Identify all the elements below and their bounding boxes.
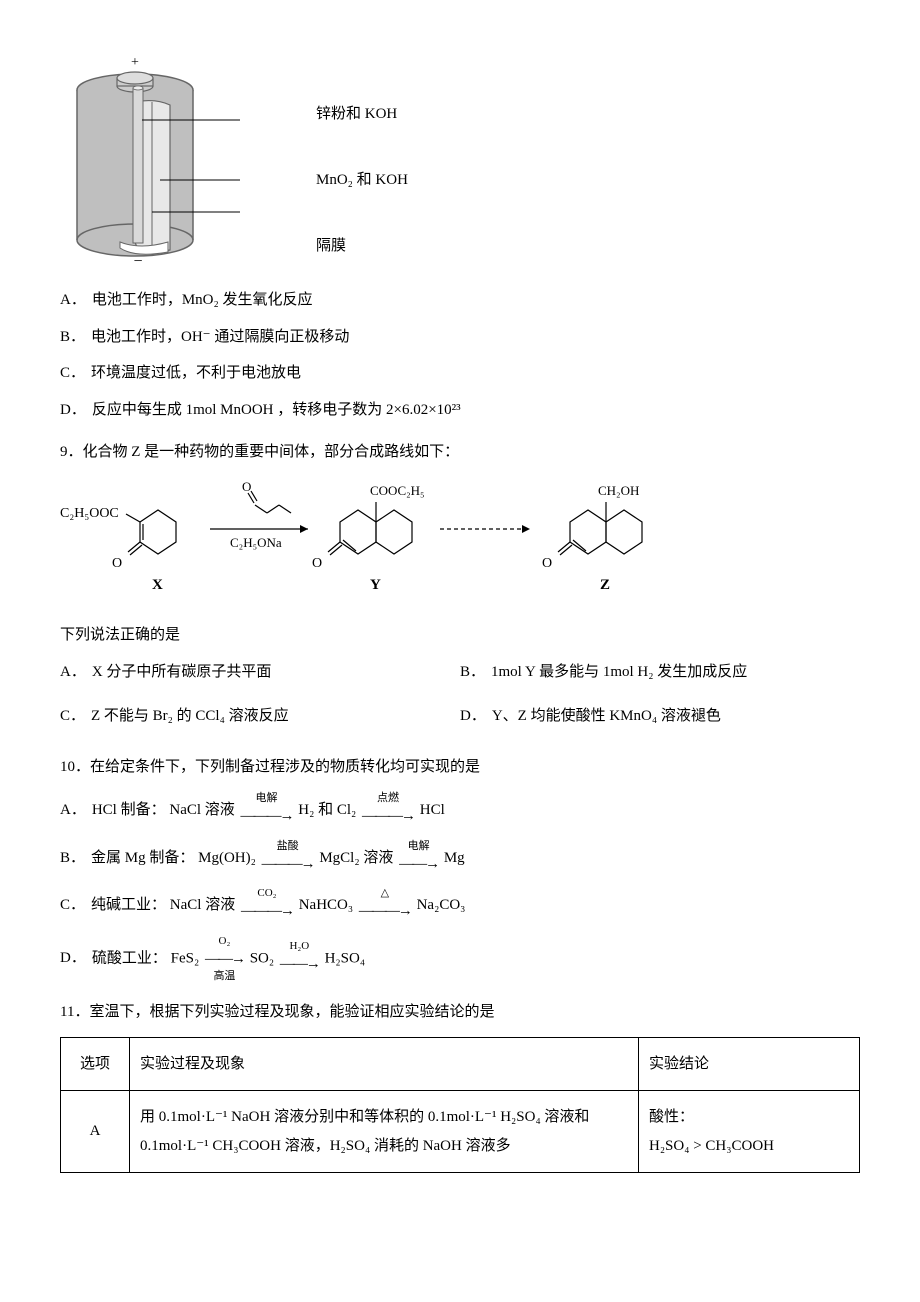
battery-label-3: 隔膜: [316, 232, 408, 261]
y-ester: COOC₂H₅: [370, 483, 425, 498]
q11-stem: 11．室温下，根据下列实验过程及现象，能验证相应实验结论的是: [60, 998, 860, 1027]
battery-plus: +: [131, 55, 139, 70]
cell-conclusion: 酸性： H₂SO₄ > CH₃COOH: [639, 1091, 860, 1173]
q8-a-text: 电池工作时，MnO₂ 发生氧化反应: [92, 292, 313, 308]
battery-svg: + −: [60, 50, 310, 270]
battery-labels: 锌粉和 KOH MnO₂ 和 KOH 隔膜: [310, 50, 408, 270]
arrow-icon: CO₂———→: [241, 886, 293, 926]
q8-option-a: A．电池工作时，MnO₂ 发生氧化反应: [60, 286, 860, 315]
q9-option-c: C．Z 不能与 Br₂ 的 CCl₄ 溶液反应: [60, 702, 460, 731]
z-label: Z: [600, 577, 610, 593]
q9-lead: 下列说法正确的是: [60, 621, 860, 650]
arrow-icon: O₂——→高温: [205, 934, 244, 985]
cell-opt: A: [61, 1091, 130, 1173]
q9-reaction-scheme: C₂H₅OOC O X O C₂H₅ONa COOC₂H₅: [60, 477, 860, 608]
battery-label-1: 锌粉和 KOH: [316, 100, 408, 129]
header-process: 实验过程及现象: [130, 1037, 639, 1091]
q8-d-text: 反应中每生成 1mol MnOOH ，转移电子数为 2×6.02×10²³: [92, 402, 461, 418]
battery-figure: + − 锌粉和 KOH MnO₂ 和 KOH 隔膜: [60, 50, 860, 270]
q10-option-c: C．纯碱工业： NaCl 溶液 CO₂———→ NaHCO₃ △———→ Na₂…: [60, 886, 860, 926]
table-header-row: 选项 实验过程及现象 实验结论: [61, 1037, 860, 1091]
q8-option-d: D．反应中每生成 1mol MnOOH ，转移电子数为 2×6.02×10²³: [60, 396, 860, 425]
table-row: A 用 0.1mol·L⁻¹ NaOH 溶液分别中和等体积的 0.1mol·L⁻…: [61, 1091, 860, 1173]
arrow-icon: 电解———→: [241, 791, 293, 831]
q9-option-d: D．Y、Z 均能使酸性 KMnO₄ 溶液褪色: [460, 702, 860, 731]
cell-process: 用 0.1mol·L⁻¹ NaOH 溶液分别中和等体积的 0.1mol·L⁻¹ …: [130, 1091, 639, 1173]
q10-option-d: D．硫酸工业： FeS₂ O₂——→高温 SO₂ H₂O——→ H₂SO₄: [60, 934, 860, 985]
reagent-base: C₂H₅ONa: [230, 535, 282, 550]
y-o: O: [312, 556, 322, 571]
q9-option-a: A．X 分子中所有碳原子共平面: [60, 658, 460, 687]
x-label: X: [152, 577, 163, 593]
arrow-icon: H₂O——→: [280, 939, 319, 979]
q10-option-b: B．金属 Mg 制备： Mg(OH)₂ 盐酸———→ MgCl₂ 溶液 电解——…: [60, 839, 860, 879]
header-conclusion: 实验结论: [639, 1037, 860, 1091]
reaction-svg: C₂H₅OOC O X O C₂H₅ONa COOC₂H₅: [60, 477, 740, 597]
x-ester: C₂H₅OOC: [60, 506, 119, 521]
q8-option-b: B．电池工作时，OH⁻ 通过隔膜向正极移动: [60, 323, 860, 352]
q8-b-text: 电池工作时，OH⁻ 通过隔膜向正极移动: [91, 329, 349, 345]
z-top: CH₂OH: [598, 483, 639, 498]
battery-minus: −: [133, 253, 142, 270]
q8-c-text: 环境温度过低，不利于电池放电: [91, 365, 301, 381]
arrow-icon: 电解——→: [399, 839, 438, 879]
q10-option-a: A．HCl 制备： NaCl 溶液 电解———→ H₂ 和 Cl₂ 点燃———→…: [60, 791, 860, 831]
q10-stem: 10．在给定条件下，下列制备过程涉及的物质转化均可实现的是: [60, 753, 860, 782]
y-label: Y: [370, 577, 381, 593]
z-o: O: [542, 556, 552, 571]
header-option: 选项: [61, 1037, 130, 1091]
arrow-icon: 盐酸———→: [262, 839, 314, 879]
q9-option-b: B．1mol Y 最多能与 1mol H₂ 发生加成反应: [460, 658, 860, 687]
q11-table: 选项 实验过程及现象 实验结论 A 用 0.1mol·L⁻¹ NaOH 溶液分别…: [60, 1037, 860, 1174]
q9-options: A．X 分子中所有碳原子共平面 B．1mol Y 最多能与 1mol H₂ 发生…: [60, 650, 860, 739]
battery-label-2: MnO₂ 和 KOH: [316, 166, 408, 195]
arrow-icon: 点燃———→: [362, 791, 414, 831]
q8-option-c: C．环境温度过低，不利于电池放电: [60, 359, 860, 388]
x-o: O: [112, 556, 122, 571]
arrow-icon: △———→: [359, 886, 411, 926]
q9-stem: 9．化合物 Z 是一种药物的重要中间体，部分合成路线如下：: [60, 438, 860, 467]
reagent-o: O: [242, 479, 251, 494]
